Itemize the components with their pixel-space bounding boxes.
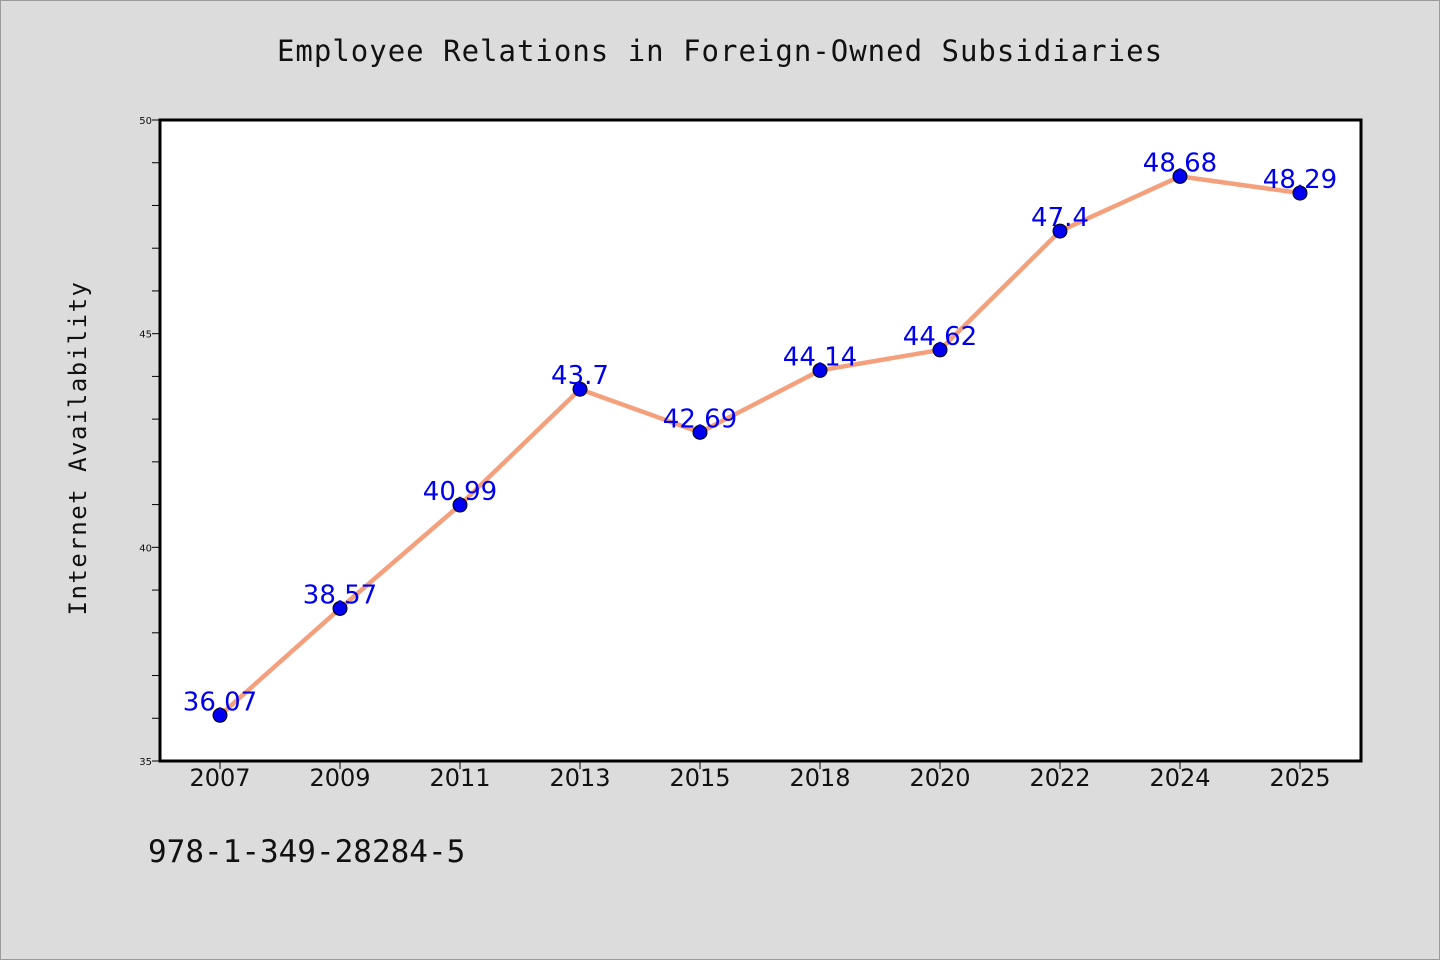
x-tick-label: 2015 [669, 764, 730, 792]
x-tick-label: 2018 [789, 764, 850, 792]
y-tick-label: 35 [139, 757, 152, 768]
data-label: 36.07 [183, 687, 257, 717]
data-point [932, 342, 948, 358]
data-point [812, 362, 828, 378]
y-tick-label: 45 [139, 330, 152, 341]
data-label: 48.68 [1143, 148, 1217, 178]
data-point [212, 707, 228, 723]
x-tick-label: 2022 [1029, 764, 1090, 792]
data-label: 44.14 [783, 342, 857, 372]
chart-title: Employee Relations in Foreign-Owned Subs… [276, 34, 1164, 68]
x-tick-label: 2024 [1149, 764, 1210, 792]
data-label: 42.69 [663, 404, 737, 434]
plot-border [158, 118, 1363, 763]
data-label: 43.7 [551, 361, 609, 391]
y-tick-label: 50 [139, 116, 152, 127]
data-point [692, 424, 708, 440]
data-point [1172, 168, 1188, 184]
isbn-code: 978-1-349-28284-5 [148, 834, 466, 870]
data-point [332, 600, 348, 616]
data-point [1292, 185, 1308, 201]
x-tick-label: 2007 [189, 764, 250, 792]
x-tick-label: 2009 [309, 764, 370, 792]
data-label: 44.62 [903, 322, 977, 352]
data-label: 38.57 [303, 580, 377, 610]
x-tick-label: 2025 [1269, 764, 1330, 792]
data-label: 47.4 [1031, 203, 1089, 233]
data-point [452, 497, 468, 513]
x-tick-label: 2020 [909, 764, 970, 792]
series-line [217, 174, 1303, 718]
x-tick-label: 2011 [429, 764, 490, 792]
x-tick-label: 2013 [549, 764, 610, 792]
data-label: 40.99 [423, 477, 497, 507]
data-point [572, 381, 588, 397]
plot-area [160, 120, 1361, 761]
data-point [1052, 223, 1068, 239]
y-tick-label: 40 [139, 543, 152, 554]
data-label: 48.29 [1263, 165, 1337, 195]
